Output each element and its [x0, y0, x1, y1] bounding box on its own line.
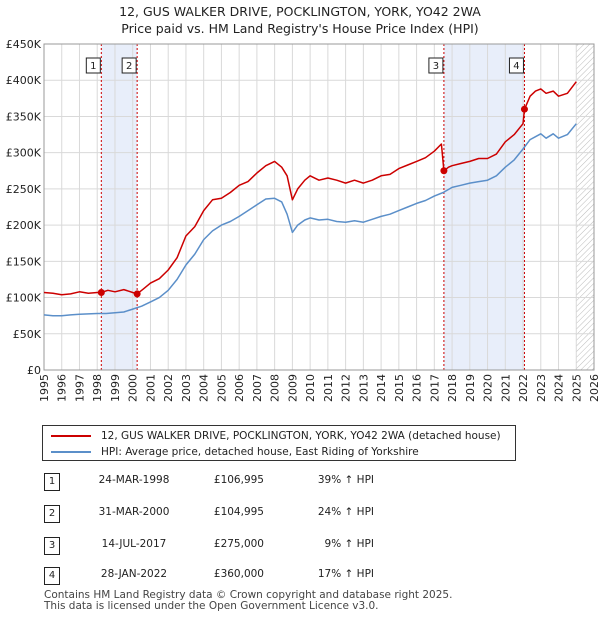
y-tick-label: £400K	[6, 74, 42, 87]
x-tick-label: 2004	[198, 374, 211, 402]
legend-label-hpi: HPI: Average price, detached house, East…	[101, 446, 419, 458]
legend-swatch-property	[51, 435, 91, 437]
sale-period-shade	[443, 44, 525, 370]
sale-number-label: 2	[126, 61, 132, 72]
sale-number-badge: 1	[44, 473, 60, 491]
y-tick-label: £0	[27, 364, 41, 377]
sale-point	[440, 167, 448, 175]
x-tick-label: 2000	[127, 374, 140, 402]
x-tick-label: 2005	[215, 374, 228, 402]
x-tick-label: 2008	[269, 374, 282, 402]
y-tick-label: £450K	[6, 38, 42, 51]
forecast-hatch	[576, 44, 594, 370]
x-tick-label: 2018	[446, 374, 459, 402]
y-tick-label: £200K	[6, 219, 42, 232]
sale-point	[520, 105, 528, 113]
sale-number-badge: 2	[44, 505, 60, 523]
x-tick-label: 2024	[553, 374, 566, 402]
price-chart: £0 £50K £100K £150K £200K £250K £300K £350K £400…	[6, 38, 600, 402]
x-tick-label: 1997	[73, 374, 86, 402]
y-tick-label: £250K	[6, 183, 42, 196]
legend: 12, GUS WALKER DRIVE, POCKLINGTON, YORK,…	[42, 425, 516, 461]
sale-hpi-change: 39% ↑ HPI	[317, 474, 374, 486]
sale-number-label: 4	[513, 61, 519, 72]
x-tick-label: 2021	[499, 374, 512, 402]
sale-row: 3 14-JUL-2017 £275,000 9% ↑ HPI	[44, 535, 464, 555]
x-tick-label: 2020	[482, 374, 495, 402]
sale-price: £275,000	[213, 538, 264, 550]
sale-price: £106,995	[213, 474, 264, 486]
sale-number-box	[508, 57, 524, 74]
x-tick-label: 2011	[322, 374, 335, 402]
x-tick-label: 2016	[411, 374, 424, 402]
sale-date: 24-MAR-1998	[98, 474, 170, 486]
x-tick-label: 1996	[56, 374, 69, 402]
sale-hpi-change: 17% ↑ HPI	[317, 568, 374, 580]
x-tick-label: 2006	[233, 374, 246, 402]
sale-price: £360,000	[213, 568, 264, 580]
sale-price: £104,995	[213, 506, 264, 518]
footer-copyright: Contains HM Land Registry data © Crown c…	[44, 589, 453, 601]
x-tick-label: 2014	[375, 374, 388, 402]
x-tick-label: 2001	[144, 374, 157, 402]
x-tick-label: 2017	[428, 374, 441, 402]
x-tick-label: 2002	[162, 374, 175, 402]
chart-title: 12, GUS WALKER DRIVE, POCKLINGTON, YORK,…	[119, 4, 481, 19]
y-tick-label: £50K	[13, 328, 42, 341]
x-tick-label: 2003	[180, 374, 193, 402]
x-tick-label: 2009	[286, 374, 299, 402]
sale-date: 14-JUL-2017	[101, 538, 167, 550]
sale-point	[97, 288, 105, 296]
y-tick-label: £300K	[6, 147, 42, 160]
sale-number-label: 1	[90, 61, 96, 72]
y-tick-label: £350K	[6, 110, 42, 123]
sale-period-shade	[101, 44, 138, 370]
x-tick-label: 2013	[357, 374, 370, 402]
hpi-line	[43, 123, 577, 317]
x-tick-label: 2015	[393, 374, 406, 402]
plot-border	[43, 43, 595, 371]
x-tick-label: 2023	[535, 374, 548, 402]
x-tick-label: 2007	[251, 374, 264, 402]
y-tick-label: £100K	[6, 292, 42, 305]
sale-number-box	[428, 57, 444, 74]
x-tick-label: 2019	[464, 374, 477, 402]
x-tick-label: 2026	[588, 374, 600, 402]
sale-number-box	[85, 57, 101, 74]
sale-date: 31-MAR-2000	[98, 506, 170, 518]
sale-row: 2 31-MAR-2000 £104,995 24% ↑ HPI	[44, 503, 464, 523]
sale-point	[133, 290, 141, 298]
sale-row: 4 28-JAN-2022 £360,000 17% ↑ HPI	[44, 565, 464, 585]
x-tick-label: 2012	[340, 374, 353, 402]
footer: Contains HM Land Registry data © Crown c…	[44, 590, 452, 612]
sale-number-badge: 4	[44, 567, 60, 585]
x-tick-label: 2022	[517, 374, 530, 402]
x-tick-label: 1999	[109, 374, 122, 402]
chart-subtitle: Price paid vs. HM Land Registry's House …	[121, 21, 479, 36]
sale-hpi-change: 24% ↑ HPI	[317, 506, 374, 518]
legend-label-property: 12, GUS WALKER DRIVE, POCKLINGTON, YORK,…	[101, 430, 501, 442]
x-tick-label: 1998	[91, 374, 104, 402]
sale-number-badge: 3	[44, 537, 60, 555]
x-tick-label: 2010	[304, 374, 317, 402]
sale-hpi-change: 9% ↑ HPI	[324, 538, 374, 550]
x-tick-label: 2025	[570, 374, 583, 402]
x-tick-label: 1995	[38, 374, 51, 402]
footer-licence: This data is licensed under the Open Gov…	[44, 600, 379, 612]
sale-date: 28-JAN-2022	[100, 568, 168, 580]
legend-swatch-hpi	[51, 451, 91, 453]
sale-number-label: 3	[433, 61, 439, 72]
sale-row: 1 24-MAR-1998 £106,995 39% ↑ HPI	[44, 471, 464, 491]
y-tick-label: £150K	[6, 255, 42, 268]
sale-number-box	[121, 57, 137, 74]
